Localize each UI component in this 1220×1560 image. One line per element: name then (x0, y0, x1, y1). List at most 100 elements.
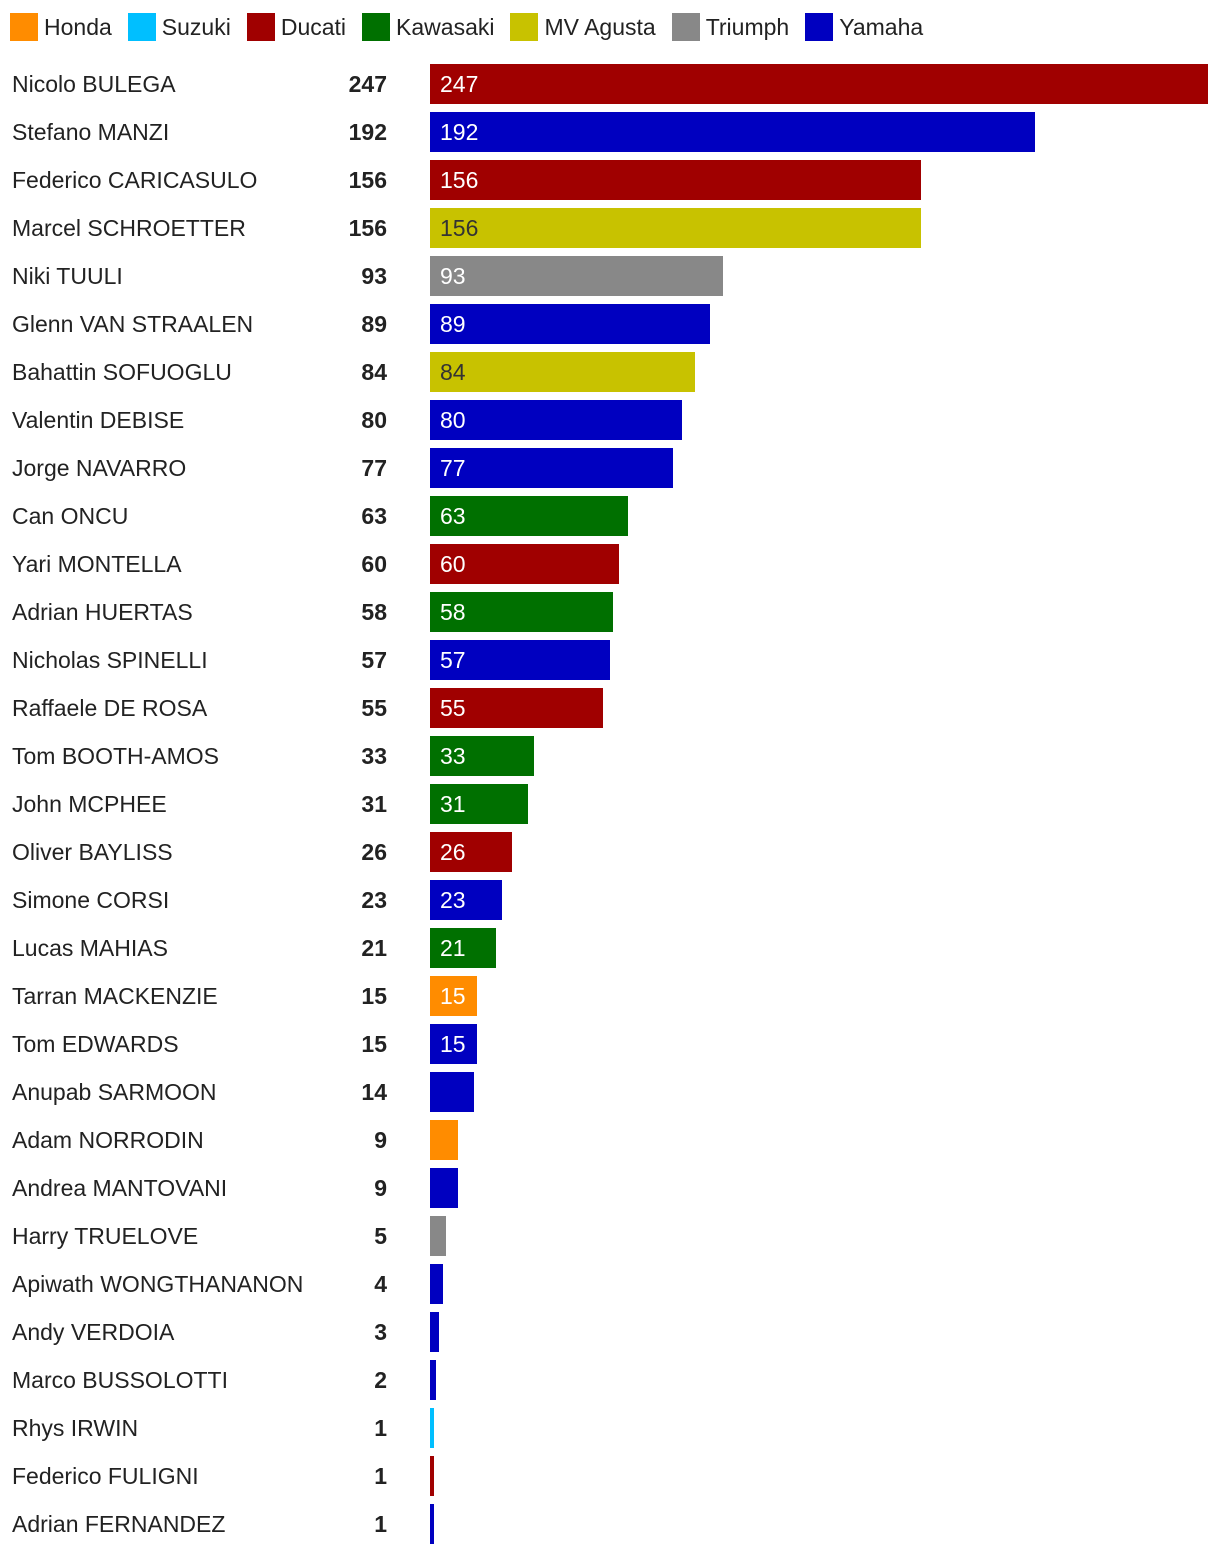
bar: 156 (430, 160, 921, 200)
rider-name: Bahattin SOFUOGLU (12, 359, 232, 385)
rider-points: 14 (361, 1079, 387, 1105)
legend-swatch (362, 13, 391, 41)
rider-points: 26 (361, 839, 387, 865)
legend-label: Triumph (705, 13, 790, 40)
bar (430, 1120, 458, 1160)
rider-points: 58 (361, 599, 387, 625)
rider-points: 21 (361, 935, 387, 961)
chart-row: Glenn VAN STRAALEN 89 89 (0, 304, 1220, 344)
rider-points: 15 (361, 983, 387, 1009)
rider-name: Marcel SCHROETTER (12, 215, 246, 241)
chart-row: Rhys IRWIN 1 (0, 1408, 1220, 1448)
bar-value-label: 77 (440, 455, 466, 481)
rider-points: 192 (348, 119, 387, 145)
chart-row: Tarran MACKENZIE 15 15 (0, 976, 1220, 1016)
rider-name: Marco BUSSOLOTTI (12, 1367, 228, 1393)
bar-value-label: 80 (440, 407, 466, 433)
bar-value-label: 156 (440, 215, 479, 241)
rider-name: Niki TUULI (12, 263, 123, 289)
rider-points: 89 (361, 311, 387, 337)
bar: 63 (430, 496, 628, 536)
rider-points: 93 (361, 263, 387, 289)
chart-row: Federico FULIGNI 1 (0, 1456, 1220, 1496)
bar: 58 (430, 592, 613, 632)
bar-value-label: 21 (440, 935, 466, 961)
chart-row: Oliver BAYLISS 26 26 (0, 832, 1220, 872)
bar-value-label: 60 (440, 551, 466, 577)
rider-points: 5 (374, 1223, 387, 1249)
chart-row: Tom BOOTH-AMOS 33 33 (0, 736, 1220, 776)
legend-item: Yamaha (805, 13, 923, 41)
legend-item: Suzuki (127, 13, 231, 41)
bar-value-label: 89 (440, 311, 466, 337)
bar: 55 (430, 688, 603, 728)
bar (430, 1408, 434, 1448)
rider-points: 84 (361, 359, 387, 385)
bar: 31 (430, 784, 528, 824)
chart-row: Niki TUULI 93 93 (0, 256, 1220, 296)
rider-points: 1 (374, 1511, 387, 1537)
rider-points: 33 (361, 743, 387, 769)
bar: 60 (430, 544, 619, 584)
bar: 247 (430, 64, 1208, 104)
bar-value-label: 33 (440, 743, 466, 769)
chart-row: Federico CARICASULO 156 156 (0, 160, 1220, 200)
bar: 26 (430, 832, 512, 872)
legend-item: Kawasaki (362, 13, 494, 41)
rider-name: Can ONCU (12, 503, 129, 529)
rider-name: Oliver BAYLISS (12, 839, 173, 865)
chart-row: Simone CORSI 23 23 (0, 880, 1220, 920)
rider-name: Simone CORSI (12, 887, 170, 913)
rider-name: Adrian HUERTAS (12, 599, 193, 625)
bar: 89 (430, 304, 710, 344)
bar-value-label: 247 (440, 71, 479, 97)
legend-label: MV Agusta (544, 13, 656, 40)
bar: 23 (430, 880, 502, 920)
bar (430, 1216, 446, 1256)
rider-points: 57 (361, 647, 387, 673)
bar: 156 (430, 208, 921, 248)
rider-name: Andrea MANTOVANI (12, 1175, 228, 1201)
rider-name: Yari MONTELLA (12, 551, 182, 577)
legend-label: Ducati (280, 13, 347, 40)
rider-points: 9 (374, 1175, 387, 1201)
bar-value-label: 57 (440, 647, 466, 673)
chart-row: Andy VERDOIA 3 (0, 1312, 1220, 1352)
chart-row: Adrian HUERTAS 58 58 (0, 592, 1220, 632)
chart-row: Can ONCU 63 63 (0, 496, 1220, 536)
rider-name: Federico FULIGNI (12, 1463, 199, 1489)
legend-item: MV Agusta (510, 13, 656, 41)
rider-name: Nicholas SPINELLI (12, 647, 208, 673)
rider-name: Adam NORRODIN (12, 1127, 204, 1153)
chart-row: Yari MONTELLA 60 60 (0, 544, 1220, 584)
bar: 15 (430, 1024, 477, 1064)
legend-label: Yamaha (839, 13, 924, 40)
rider-points: 23 (361, 887, 387, 913)
rider-name: Federico CARICASULO (12, 167, 258, 193)
chart-row: Valentin DEBISE 80 80 (0, 400, 1220, 440)
rider-points: 80 (361, 407, 387, 433)
rider-name: Rhys IRWIN (12, 1415, 139, 1441)
chart-row: Lucas MAHIAS 21 21 (0, 928, 1220, 968)
bar-value-label: 84 (440, 359, 466, 385)
legend-label: Honda (44, 13, 112, 40)
bar-value-label: 31 (440, 791, 466, 817)
rider-name: Lucas MAHIAS (12, 935, 168, 961)
bar (430, 1360, 436, 1400)
rider-points: 3 (374, 1319, 387, 1345)
chart-row: John MCPHEE 31 31 (0, 784, 1220, 824)
rider-name: Tom BOOTH-AMOS (12, 743, 220, 769)
bar: 77 (430, 448, 673, 488)
bar: 192 (430, 112, 1035, 152)
rider-points: 156 (348, 167, 387, 193)
rider-name: Raffaele DE ROSA (12, 695, 208, 721)
rider-name: Valentin DEBISE (12, 407, 185, 433)
rider-name: John MCPHEE (12, 791, 167, 817)
bar: 80 (430, 400, 682, 440)
chart-row: Bahattin SOFUOGLU 84 84 (0, 352, 1220, 392)
rider-name: Tarran MACKENZIE (12, 983, 218, 1009)
legend-item: Triumph (671, 13, 790, 41)
bar: 15 (430, 976, 477, 1016)
bar (430, 1264, 443, 1304)
rider-points: 1 (374, 1463, 387, 1489)
